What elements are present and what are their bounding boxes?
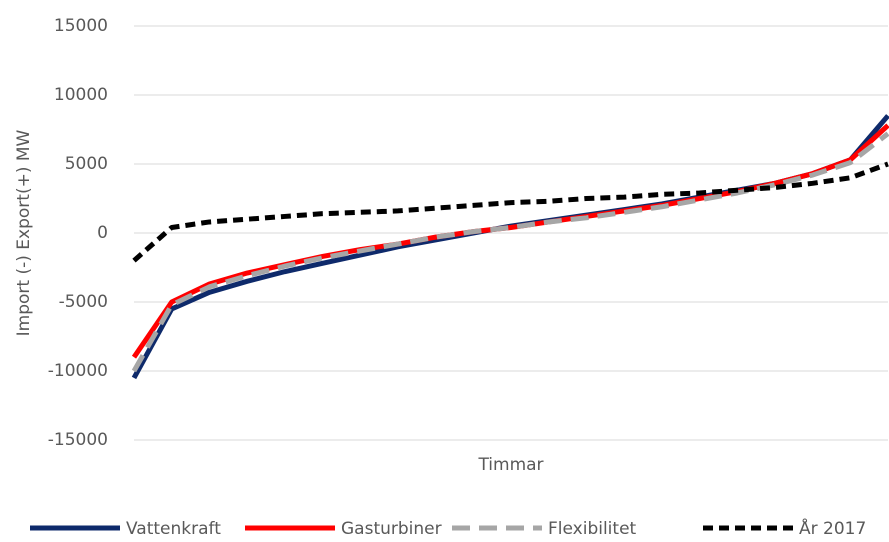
legend-label: Flexibilitet: [548, 519, 637, 539]
y-tick-label: 15000: [54, 16, 108, 36]
series-line: [131, 123, 889, 359]
y-tick-label: 10000: [54, 85, 108, 105]
legend-label: Vattenkraft: [126, 519, 221, 539]
y-axis-title: Import (-) Export(+) MW: [14, 129, 34, 336]
y-tick-label: -10000: [48, 361, 108, 381]
series-line: [131, 131, 889, 373]
y-tick-label: -15000: [48, 430, 108, 450]
x-axis-title: Timmar: [477, 455, 543, 475]
legend-label: År 2017: [799, 517, 866, 539]
legend-label: Gasturbiner: [341, 519, 442, 539]
y-tick-label: 5000: [65, 154, 108, 174]
y-tick-label: 0: [97, 223, 108, 243]
series-line: [131, 114, 889, 380]
y-tick-label: -5000: [59, 292, 108, 312]
series-line: [132, 161, 889, 263]
